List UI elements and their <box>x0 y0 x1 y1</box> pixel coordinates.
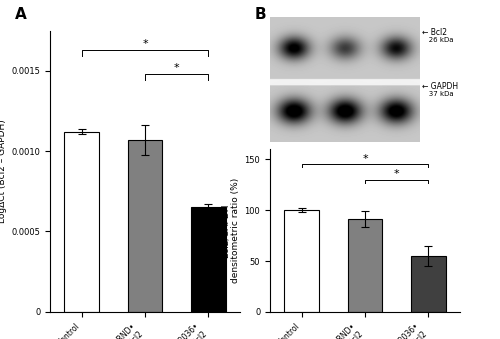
Text: A: A <box>15 7 27 22</box>
Y-axis label: Bcl2/GAPDH
densitometric ratio (%): Bcl2/GAPDH densitometric ratio (%) <box>221 178 240 283</box>
Bar <box>411 256 446 312</box>
Text: *: * <box>142 39 148 49</box>
Bar <box>284 210 319 312</box>
Bar <box>191 207 226 312</box>
Text: ← GAPDH: ← GAPDH <box>422 82 458 91</box>
Text: *: * <box>394 169 400 179</box>
Text: 26 kDa: 26 kDa <box>422 37 454 43</box>
Bar <box>348 219 382 312</box>
Bar <box>64 132 99 312</box>
Text: 37 kDa: 37 kDa <box>422 91 454 97</box>
Text: *: * <box>174 63 180 73</box>
Text: *: * <box>362 154 368 164</box>
Y-axis label: LogΔCt (Bcl2 – GAPDH): LogΔCt (Bcl2 – GAPDH) <box>0 119 7 223</box>
Text: ← Bcl2: ← Bcl2 <box>422 28 448 37</box>
Bar <box>128 140 162 312</box>
Text: B: B <box>255 7 266 22</box>
